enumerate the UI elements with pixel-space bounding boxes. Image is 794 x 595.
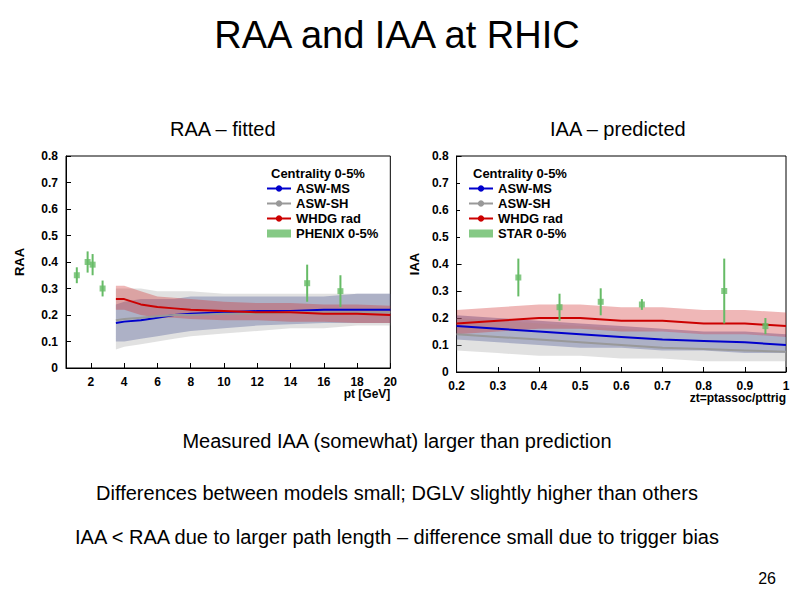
svg-text:0.8: 0.8 [695, 379, 712, 393]
svg-text:10: 10 [217, 375, 231, 389]
svg-text:0.5: 0.5 [41, 229, 58, 243]
svg-text:ASW-SH: ASW-SH [498, 196, 550, 211]
html-text:IAA < RAA due to larger path l: IAA < RAA due to larger path length – di… [75, 526, 719, 548]
svg-text:0.2: 0.2 [432, 311, 449, 325]
svg-text:0.7: 0.7 [654, 379, 671, 393]
svg-text:8: 8 [187, 375, 194, 389]
svg-text:0.1: 0.1 [41, 335, 58, 349]
svg-text:0.4: 0.4 [531, 379, 548, 393]
svg-text:0.9: 0.9 [736, 379, 753, 393]
svg-text:ASW-MS: ASW-MS [296, 181, 350, 196]
svg-text:ASW-SH: ASW-SH [296, 196, 348, 211]
html-text:Differences between models sma: Differences between models small; DGLV s… [96, 482, 698, 504]
svg-text:16: 16 [317, 375, 331, 389]
svg-text:0.2: 0.2 [448, 379, 465, 393]
svg-text:pt [GeV]: pt [GeV] [344, 387, 391, 401]
svg-text:0.6: 0.6 [432, 203, 449, 217]
svg-text:0.3: 0.3 [432, 284, 449, 298]
svg-text:6: 6 [154, 375, 161, 389]
svg-text:4: 4 [121, 375, 128, 389]
svg-text:0.1: 0.1 [432, 338, 449, 352]
svg-text:RAA: RAA [12, 247, 27, 276]
svg-text:Centrality 0-5%: Centrality 0-5% [473, 166, 567, 181]
svg-text:zt=ptassoc/pttrig: zt=ptassoc/pttrig [690, 391, 786, 405]
svg-text:0.3: 0.3 [489, 379, 506, 393]
svg-text:IAA: IAA [407, 252, 422, 275]
svg-text:0.7: 0.7 [432, 176, 449, 190]
svg-text:RAA – fitted: RAA – fitted [170, 118, 276, 140]
html-text:RAA and IAA at RHIC: RAA and IAA at RHIC [214, 14, 580, 56]
html-text:Measured IAA (somewhat) larger: Measured IAA (somewhat) larger than pred… [182, 430, 612, 452]
svg-text:0.5: 0.5 [432, 230, 449, 244]
svg-text:0.6: 0.6 [613, 379, 630, 393]
svg-text:14: 14 [284, 375, 298, 389]
svg-text:0.3: 0.3 [41, 282, 58, 296]
svg-text:12: 12 [251, 375, 265, 389]
svg-text:STAR 0-5%: STAR 0-5% [498, 226, 567, 241]
svg-text:0.4: 0.4 [41, 255, 58, 269]
svg-text:0.8: 0.8 [41, 149, 58, 163]
svg-text:0.7: 0.7 [41, 176, 58, 190]
html-text:26: 26 [758, 570, 776, 587]
svg-text:1: 1 [783, 379, 790, 393]
svg-text:0.4: 0.4 [432, 257, 449, 271]
svg-text:WHDG rad: WHDG rad [296, 211, 361, 226]
svg-text:0.5: 0.5 [572, 379, 589, 393]
svg-text:0.2: 0.2 [41, 308, 58, 322]
svg-text:Centrality 0-5%: Centrality 0-5% [271, 166, 365, 181]
svg-text:20: 20 [384, 375, 398, 389]
svg-text:18: 18 [350, 375, 364, 389]
svg-text:0: 0 [51, 361, 58, 375]
svg-text:WHDG rad: WHDG rad [498, 211, 563, 226]
svg-text:0.8: 0.8 [432, 149, 449, 163]
svg-text:PHENIX 0-5%: PHENIX 0-5% [296, 226, 379, 241]
svg-text:ASW-MS: ASW-MS [498, 181, 552, 196]
svg-text:IAA – predicted: IAA – predicted [550, 118, 686, 140]
svg-text:0: 0 [442, 365, 449, 379]
svg-text:0.6: 0.6 [41, 202, 58, 216]
svg-text:2: 2 [88, 375, 95, 389]
